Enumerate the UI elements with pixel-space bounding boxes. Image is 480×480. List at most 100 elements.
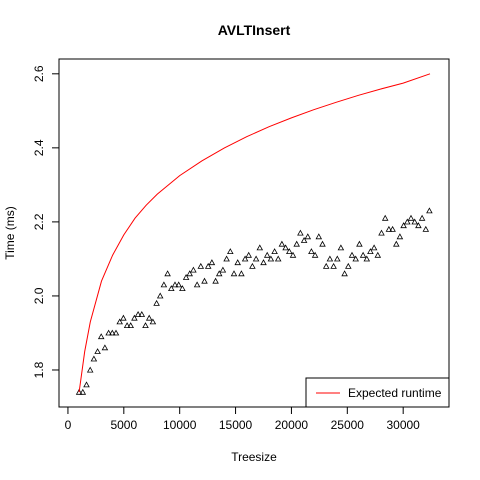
data-point bbox=[75, 388, 83, 395]
data-point bbox=[396, 233, 404, 240]
x-tick-label: 30000 bbox=[386, 418, 420, 432]
x-tick-label: 25000 bbox=[331, 418, 365, 432]
data-point bbox=[83, 381, 90, 388]
data-point bbox=[289, 251, 297, 258]
data-point bbox=[241, 255, 249, 262]
data-point bbox=[101, 344, 109, 351]
data-point bbox=[337, 244, 345, 251]
data-point bbox=[370, 244, 378, 251]
data-point bbox=[179, 285, 186, 291]
data-point bbox=[381, 214, 389, 221]
data-point bbox=[160, 281, 168, 288]
data-point bbox=[153, 299, 160, 306]
y-tick-label: 1.8 bbox=[32, 361, 46, 378]
data-point bbox=[193, 281, 201, 288]
x-tick-label: 5000 bbox=[110, 418, 137, 432]
data-point bbox=[286, 248, 293, 254]
data-point bbox=[418, 214, 426, 221]
data-point bbox=[182, 273, 190, 280]
data-point bbox=[120, 314, 127, 321]
data-point bbox=[123, 322, 131, 328]
y-tick-label: 2.0 bbox=[32, 287, 46, 304]
data-point bbox=[348, 251, 356, 258]
data-point bbox=[271, 248, 278, 254]
data-point bbox=[234, 259, 241, 266]
data-point bbox=[300, 236, 308, 243]
data-point bbox=[359, 251, 367, 258]
data-point bbox=[345, 262, 352, 269]
data-point bbox=[400, 222, 407, 229]
data-point bbox=[127, 322, 134, 328]
data-point bbox=[363, 255, 371, 262]
chart-title: AVLTInsert bbox=[218, 22, 291, 38]
data-point bbox=[134, 310, 142, 317]
x-axis: 0 5000 10000 15000 20000 25000 30000 bbox=[65, 406, 420, 432]
data-point bbox=[322, 262, 330, 269]
data-point bbox=[378, 229, 385, 236]
data-point bbox=[164, 270, 171, 277]
data-point bbox=[138, 310, 146, 317]
data-point bbox=[79, 388, 87, 395]
data-point bbox=[267, 255, 275, 262]
data-point bbox=[105, 329, 112, 336]
data-point bbox=[415, 222, 422, 229]
data-point bbox=[308, 248, 315, 254]
data-point bbox=[311, 251, 319, 258]
data-point bbox=[238, 270, 245, 277]
data-point bbox=[131, 314, 138, 321]
data-point bbox=[274, 255, 282, 262]
data-point bbox=[334, 255, 341, 262]
x-tick-label: 0 bbox=[65, 418, 72, 432]
data-point bbox=[330, 262, 337, 269]
data-point bbox=[109, 329, 116, 336]
data-point bbox=[404, 218, 411, 225]
data-point bbox=[97, 333, 105, 340]
data-point bbox=[407, 214, 415, 221]
data-point bbox=[393, 240, 400, 247]
data-point bbox=[326, 255, 334, 262]
data-point bbox=[156, 292, 164, 299]
data-point bbox=[245, 251, 252, 258]
data-point bbox=[175, 281, 182, 288]
data-point bbox=[422, 225, 430, 232]
data-point bbox=[204, 262, 212, 269]
data-point bbox=[389, 225, 396, 232]
x-tick-label: 10000 bbox=[163, 418, 197, 432]
y-axis: 1.8 2.0 2.2 2.4 2.6 bbox=[32, 65, 60, 378]
data-point bbox=[352, 255, 359, 262]
plot-area bbox=[58, 58, 450, 408]
data-point bbox=[278, 240, 286, 247]
data-point bbox=[208, 259, 216, 266]
data-point bbox=[90, 355, 98, 362]
data-point bbox=[201, 277, 208, 284]
y-tick-label: 2.2 bbox=[32, 213, 46, 230]
expected-runtime-line bbox=[78, 73, 431, 393]
legend-label-expected-runtime: Expected runtime bbox=[348, 386, 442, 400]
data-point bbox=[227, 248, 234, 254]
data-point bbox=[249, 262, 256, 269]
data-point bbox=[94, 348, 101, 354]
data-point bbox=[171, 281, 179, 288]
data-point bbox=[297, 229, 304, 236]
data-point bbox=[426, 207, 433, 214]
data-point bbox=[215, 270, 223, 277]
data-point bbox=[367, 248, 374, 254]
data-point bbox=[168, 285, 175, 291]
data-point bbox=[86, 366, 94, 373]
data-point bbox=[282, 244, 289, 251]
data-point bbox=[145, 314, 153, 321]
data-point bbox=[256, 244, 264, 251]
x-tick-label: 15000 bbox=[219, 418, 253, 432]
data-point bbox=[149, 318, 157, 325]
y-tick-label: 2.6 bbox=[32, 65, 46, 82]
data-point bbox=[374, 251, 382, 258]
y-tick-label: 2.4 bbox=[32, 139, 46, 156]
y-axis-label: Time (ms) bbox=[3, 206, 17, 260]
data-point bbox=[186, 270, 193, 277]
data-point bbox=[197, 262, 205, 269]
data-point bbox=[260, 259, 267, 266]
x-axis-label: Treesize bbox=[231, 450, 277, 464]
data-point bbox=[304, 233, 312, 240]
series-layer bbox=[75, 73, 433, 395]
